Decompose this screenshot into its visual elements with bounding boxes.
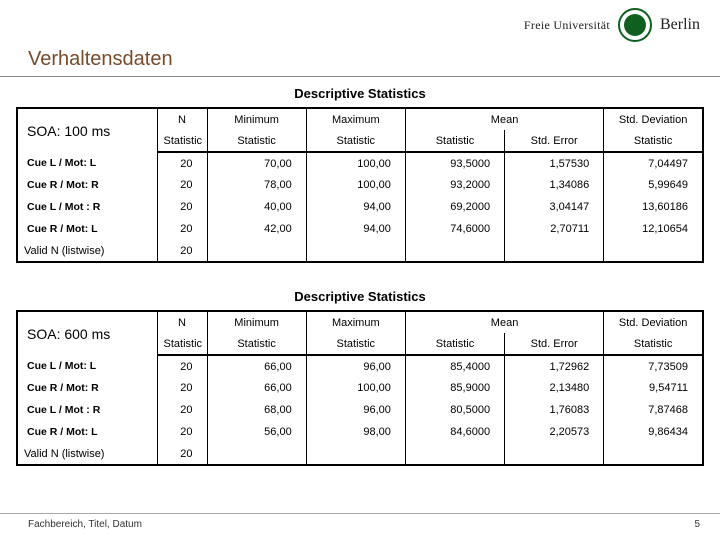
col-mean: Mean: [405, 108, 603, 130]
stats-table-1: SOA: 100 ms N Minimum Maximum Mean Std. …: [16, 107, 704, 263]
table-row: Cue L / Mot : R 20 68,00 96,00 80,5000 1…: [17, 399, 703, 421]
logo-text: Freie Universität: [524, 18, 610, 33]
footer-line: [0, 513, 720, 514]
table-row: Cue R / Mot: R 20 66,00 100,00 85,9000 2…: [17, 377, 703, 399]
tables-container: Descriptive Statistics SOA: 100 ms N Min…: [16, 86, 704, 466]
table-row: Cue L / Mot: L 20 70,00 100,00 93,5000 1…: [17, 152, 703, 174]
valid-n-row: Valid N (listwise) 20: [17, 443, 703, 465]
table-header-row: SOA: 100 ms N Minimum Maximum Mean Std. …: [17, 108, 703, 130]
page-number: 5: [694, 519, 700, 530]
logo-text-right: Berlin: [660, 16, 700, 34]
footer-left: Fachbereich, Titel, Datum: [28, 519, 142, 530]
table-row: Cue L / Mot : R 20 40,00 94,00 69,2000 3…: [17, 196, 703, 218]
table-header-row: SOA: 600 ms N Minimum Maximum Mean Std. …: [17, 311, 703, 333]
page-title: Verhaltensdaten: [28, 48, 173, 71]
table-row: Cue R / Mot: R 20 78,00 100,00 93,2000 1…: [17, 174, 703, 196]
col-sd: Std. Deviation: [604, 108, 703, 130]
table-row: Cue R / Mot: L 20 56,00 98,00 84,6000 2,…: [17, 421, 703, 443]
table-row: Cue R / Mot: L 20 42,00 94,00 74,6000 2,…: [17, 218, 703, 240]
seal-icon: [618, 8, 652, 42]
table2-title: Descriptive Statistics: [16, 289, 704, 304]
soa-cell: SOA: 100 ms: [17, 108, 157, 152]
title-underline: [0, 76, 720, 77]
valid-n-row: Valid N (listwise) 20: [17, 240, 703, 262]
col-min: Minimum: [207, 108, 306, 130]
university-logo: Freie Universität Berlin: [524, 8, 700, 42]
footer: Fachbereich, Titel, Datum 5: [28, 519, 700, 530]
col-max: Maximum: [306, 108, 405, 130]
stats-table-2: SOA: 600 ms N Minimum Maximum Mean Std. …: [16, 310, 704, 466]
soa-cell: SOA: 600 ms: [17, 311, 157, 355]
table1-title: Descriptive Statistics: [16, 86, 704, 101]
table-row: Cue L / Mot: L 20 66,00 96,00 85,4000 1,…: [17, 355, 703, 377]
col-n: N: [157, 108, 207, 130]
